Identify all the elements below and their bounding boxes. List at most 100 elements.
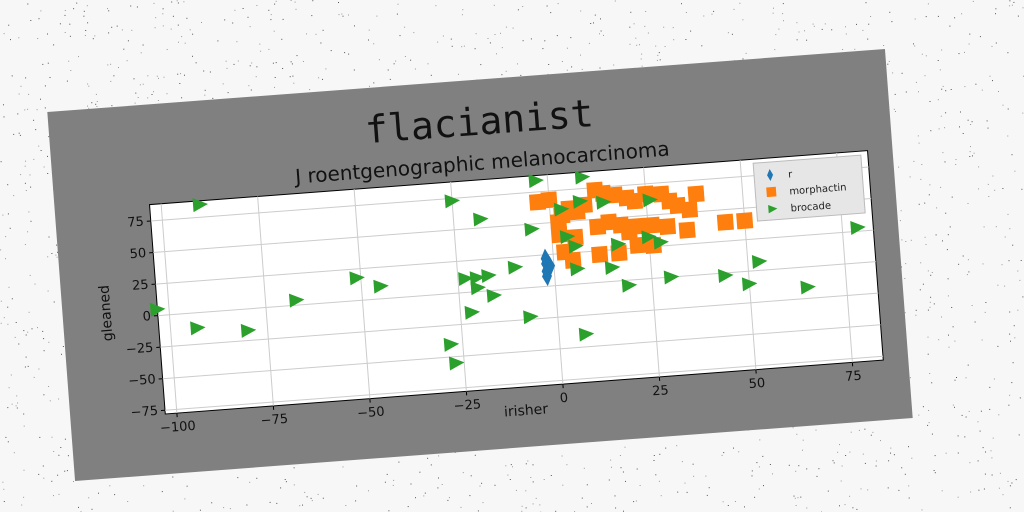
- noise-speck: [1009, 311, 1011, 313]
- noise-speck: [833, 462, 835, 464]
- noise-speck: [204, 89, 206, 91]
- noise-speck: [5, 236, 7, 238]
- noise-speck: [701, 45, 703, 47]
- noise-speck: [25, 356, 27, 358]
- noise-speck: [20, 85, 22, 87]
- noise-speck: [322, 78, 323, 80]
- noise-speck: [40, 150, 42, 151]
- noise-speck: [29, 274, 31, 276]
- noise-speck: [501, 47, 503, 49]
- noise-speck: [108, 32, 110, 34]
- noise-speck: [581, 497, 583, 499]
- noise-speck: [59, 23, 61, 25]
- noise-speck: [505, 26, 507, 28]
- noise-speck: [438, 477, 439, 479]
- noise-speck: [629, 43, 631, 45]
- noise-speck: [909, 377, 911, 379]
- y-tick-label: 50: [129, 246, 147, 262]
- noise-speck: [812, 23, 814, 25]
- noise-speck: [955, 164, 957, 165]
- noise-speck: [850, 431, 852, 433]
- noise-speck: [982, 263, 984, 265]
- noise-speck: [844, 504, 846, 506]
- noise-speck: [905, 241, 907, 242]
- noise-speck: [930, 296, 932, 298]
- noise-speck: [995, 226, 997, 228]
- noise-speck: [962, 255, 964, 257]
- noise-speck: [566, 47, 568, 49]
- noise-speck: [542, 48, 544, 50]
- noise-speck: [44, 85, 46, 87]
- noise-speck: [176, 0, 178, 2]
- noise-speck: [494, 34, 496, 35]
- noise-speck: [64, 14, 66, 16]
- noise-speck: [36, 109, 38, 111]
- point-morphactin: [658, 217, 677, 236]
- noise-speck: [942, 85, 944, 87]
- noise-speck: [270, 14, 272, 16]
- noise-speck: [998, 414, 1000, 416]
- noise-speck: [684, 482, 686, 484]
- noise-speck: [544, 40, 546, 42]
- noise-speck: [972, 0, 974, 2]
- noise-speck: [56, 256, 58, 258]
- noise-speck: [636, 44, 638, 46]
- noise-speck: [256, 5, 258, 6]
- noise-speck: [85, 30, 87, 31]
- noise-speck: [769, 464, 771, 465]
- noise-speck: [232, 22, 234, 24]
- point-brocade: [621, 278, 638, 293]
- noise-speck: [294, 1, 296, 3]
- noise-speck: [756, 462, 758, 464]
- noise-speck: [27, 231, 29, 233]
- noise-speck: [369, 85, 370, 87]
- noise-speck: [57, 474, 59, 476]
- noise-speck: [38, 18, 40, 20]
- noise-speck: [721, 454, 723, 456]
- noise-speck: [991, 474, 993, 476]
- noise-speck: [922, 406, 924, 408]
- noise-speck: [640, 58, 642, 60]
- noise-speck: [644, 25, 646, 27]
- noise-speck: [9, 227, 11, 229]
- noise-speck: [162, 25, 164, 27]
- noise-speck: [997, 284, 999, 286]
- point-brocade: [572, 194, 589, 209]
- noise-speck: [368, 39, 369, 41]
- noise-speck: [31, 328, 33, 330]
- point-brocade: [741, 277, 758, 292]
- noise-speck: [260, 50, 262, 52]
- noise-speck: [614, 495, 616, 497]
- noise-speck: [860, 488, 862, 490]
- noise-speck: [186, 17, 188, 19]
- noise-speck: [733, 8, 735, 10]
- noise-speck: [527, 460, 529, 462]
- point-brocade: [574, 170, 591, 185]
- noise-speck: [898, 166, 900, 168]
- point-brocade: [444, 194, 461, 209]
- noise-speck: [653, 455, 655, 456]
- noise-speck: [404, 26, 406, 28]
- noise-speck: [27, 108, 29, 110]
- point-brocade: [553, 202, 570, 217]
- noise-speck: [942, 152, 944, 154]
- noise-speck: [965, 377, 967, 379]
- noise-speck: [162, 13, 164, 15]
- point-morphactin: [627, 217, 645, 235]
- noise-speck: [474, 48, 476, 50]
- noise-speck: [189, 29, 191, 31]
- noise-speck: [930, 274, 932, 276]
- noise-speck: [995, 42, 997, 44]
- x-tick-label: 25: [652, 383, 670, 399]
- noise-speck: [451, 45, 453, 47]
- noise-speck: [35, 129, 37, 131]
- noise-speck: [1009, 5, 1011, 7]
- noise-speck: [586, 484, 588, 486]
- noise-speck: [246, 504, 248, 506]
- noise-speck: [550, 12, 552, 14]
- noise-speck: [5, 436, 7, 438]
- noise-speck: [599, 67, 601, 69]
- noise-speck: [171, 1, 173, 3]
- noise-speck: [982, 447, 984, 449]
- noise-speck: [895, 111, 896, 112]
